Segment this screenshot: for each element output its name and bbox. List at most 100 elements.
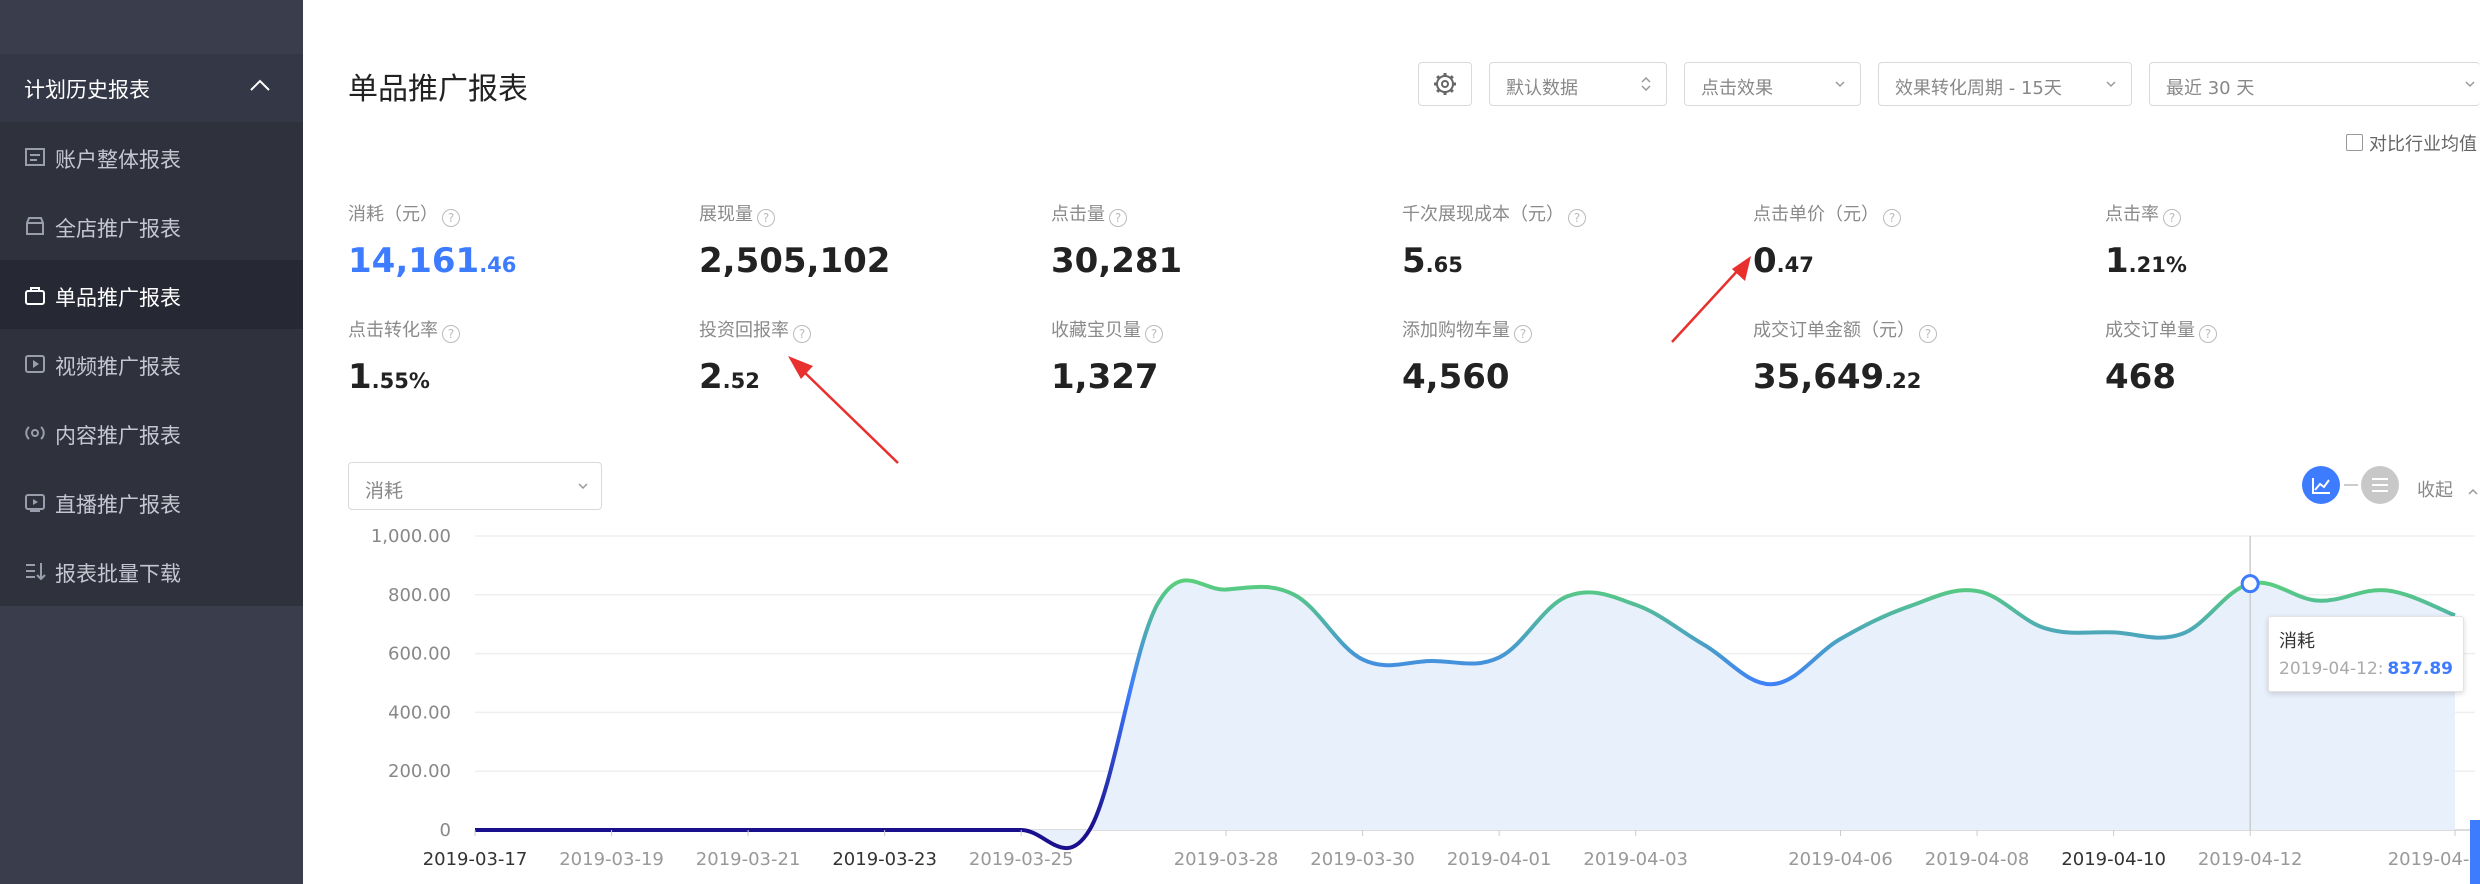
metric-label-text: 成交订单量 bbox=[2105, 320, 2195, 341]
settings-button[interactable] bbox=[1418, 62, 1472, 106]
compare-checkbox[interactable] bbox=[2346, 134, 2363, 151]
help-icon[interactable]: ? bbox=[2199, 325, 2217, 343]
metric-label: 点击率? bbox=[2105, 200, 2187, 227]
sidebar-item-label: 视频推广报表 bbox=[55, 355, 181, 379]
sidebar-item-label: 全店推广报表 bbox=[55, 217, 181, 241]
date-range-value: 最近 30 天 bbox=[2166, 78, 2255, 99]
y-tick-label: 800.00 bbox=[388, 585, 451, 606]
store-icon bbox=[26, 217, 44, 235]
metric-card: 点击率? 1.21% bbox=[2105, 200, 2187, 281]
x-tick-label: 2019-04-10 bbox=[2061, 849, 2166, 870]
sidebar-item-live-report[interactable]: 直播推广报表 bbox=[0, 467, 303, 536]
annotation-arrow-cpc bbox=[1671, 256, 1751, 343]
metric-label: 点击量? bbox=[1051, 200, 1182, 227]
table-view-button[interactable] bbox=[2361, 466, 2399, 504]
help-icon[interactable]: ? bbox=[757, 209, 775, 227]
sidebar-item-label: 直播推广报表 bbox=[55, 493, 181, 517]
metric-value-int: 2,505,102 bbox=[699, 241, 891, 281]
cycle-select[interactable]: 效果转化周期 - 15天 bbox=[1878, 62, 2132, 106]
metric-label: 点击单价（元）? bbox=[1753, 200, 1901, 227]
metric-value-frac: .46 bbox=[479, 253, 517, 277]
updown-icon bbox=[1641, 77, 1651, 91]
help-icon[interactable]: ? bbox=[442, 209, 460, 227]
video-icon bbox=[25, 355, 45, 373]
metric-value-frac: .55% bbox=[371, 369, 430, 393]
y-tick-label: 0 bbox=[440, 820, 451, 841]
help-icon[interactable]: ? bbox=[1145, 325, 1163, 343]
metric-value: 468 bbox=[2105, 357, 2217, 397]
metric-card: 消耗（元）? 14,161.46 bbox=[348, 200, 516, 281]
metric-value-int: 468 bbox=[2105, 357, 2176, 397]
collapse-button[interactable]: 收起 bbox=[2417, 476, 2479, 502]
y-tick-label: 400.00 bbox=[388, 702, 451, 723]
live-icon bbox=[25, 494, 45, 512]
chevron-down-icon bbox=[2106, 81, 2116, 88]
list-icon bbox=[2372, 478, 2388, 492]
effect-select[interactable]: 点击效果 bbox=[1684, 62, 1861, 106]
sidebar-item-store-report[interactable]: 全店推广报表 bbox=[0, 191, 303, 260]
chevron-down-icon bbox=[2465, 81, 2475, 88]
sidebar-item-video-report[interactable]: 视频推广报表 bbox=[0, 329, 303, 398]
metric-label-text: 收藏宝贝量 bbox=[1051, 320, 1141, 341]
sidebar-item-batch-download[interactable]: 报表批量下载 bbox=[0, 536, 303, 605]
tooltip-value: 837.89 bbox=[2387, 659, 2453, 679]
metric-card: 成交订单量? 468 bbox=[2105, 316, 2217, 397]
compare-label: 对比行业均值 bbox=[2369, 134, 2477, 155]
help-icon[interactable]: ? bbox=[1919, 325, 1937, 343]
metric-value-int: 14,161 bbox=[348, 241, 480, 281]
report-icon bbox=[25, 148, 45, 166]
line-view-button[interactable] bbox=[2302, 466, 2340, 504]
highlight-point[interactable] bbox=[2240, 574, 2260, 594]
sidebar-item-label: 内容推广报表 bbox=[55, 424, 181, 448]
metric-card: 收藏宝贝量? 1,327 bbox=[1051, 316, 1163, 397]
sidebar-item-content-report[interactable]: 内容推广报表 bbox=[0, 398, 303, 467]
sidebar-group-header[interactable]: 计划历史报表 bbox=[0, 54, 303, 122]
metric-card: 点击单价（元）? 0.47 bbox=[1753, 200, 1901, 281]
collapse-label: 收起 bbox=[2417, 480, 2453, 501]
help-icon[interactable]: ? bbox=[442, 325, 460, 343]
metric-card: 千次展现成本（元）? 5.65 bbox=[1402, 200, 1586, 281]
metric-label-text: 千次展现成本（元） bbox=[1402, 204, 1564, 225]
date-range-select[interactable]: 最近 30 天 bbox=[2149, 62, 2480, 106]
sidebar-item-item-report[interactable]: 单品推广报表 bbox=[0, 260, 303, 329]
help-icon[interactable]: ? bbox=[1568, 209, 1586, 227]
metric-label: 千次展现成本（元）? bbox=[1402, 200, 1586, 227]
compare-industry-toggle[interactable]: 对比行业均值 bbox=[2346, 130, 2477, 156]
scroll-edge-indicator bbox=[2470, 820, 2480, 884]
sidebar-item-label: 报表批量下载 bbox=[55, 562, 181, 586]
help-icon[interactable]: ? bbox=[1109, 209, 1127, 227]
metric-value: 5.65 bbox=[1402, 241, 1586, 281]
sidebar-group-label: 计划历史报表 bbox=[24, 78, 150, 102]
help-icon[interactable]: ? bbox=[1514, 325, 1532, 343]
y-tick-label: 1,000.00 bbox=[371, 526, 451, 547]
metric-value-frac: .47 bbox=[1776, 253, 1814, 277]
metric-label: 投资回报率? bbox=[699, 316, 811, 343]
metric-card: 成交订单金额（元）? 35,649.22 bbox=[1753, 316, 1937, 397]
help-icon[interactable]: ? bbox=[1883, 209, 1901, 227]
chevron-down-icon bbox=[1835, 81, 1845, 88]
series-area bbox=[475, 580, 2455, 849]
help-icon[interactable]: ? bbox=[793, 325, 811, 343]
download-list-icon bbox=[26, 563, 46, 581]
metric-value-int: 4,560 bbox=[1402, 357, 1510, 397]
help-icon[interactable]: ? bbox=[2163, 209, 2181, 227]
x-tick-label: 2019-04-12 bbox=[2198, 849, 2303, 870]
metric-label: 消耗（元）? bbox=[348, 200, 516, 227]
metric-card: 添加购物车量? 4,560 bbox=[1402, 316, 1532, 397]
chevron-up-icon bbox=[250, 79, 270, 91]
chevron-up-icon bbox=[2468, 488, 2478, 495]
sidebar-item-account-report[interactable]: 账户整体报表 bbox=[0, 122, 303, 191]
chart-metric-value: 消耗 bbox=[365, 480, 404, 502]
metric-label-text: 点击率 bbox=[2105, 204, 2159, 225]
page-title: 单品推广报表 bbox=[348, 72, 528, 107]
data-select[interactable]: 默认数据 bbox=[1489, 62, 1667, 106]
x-tick-label: 2019-04-03 bbox=[1583, 849, 1688, 870]
data-select-value: 默认数据 bbox=[1506, 78, 1578, 99]
y-axis: 1,000.00 800.00 600.00 400.00 200.00 0 bbox=[371, 526, 451, 841]
metric-label: 点击转化率? bbox=[348, 316, 460, 343]
metric-label: 成交订单金额（元）? bbox=[1753, 316, 1937, 343]
chart-metric-select[interactable]: 消耗 bbox=[348, 462, 602, 510]
metric-value-int: 35,649 bbox=[1753, 357, 1885, 397]
x-tick-label: 2019-04-06 bbox=[1788, 849, 1893, 870]
